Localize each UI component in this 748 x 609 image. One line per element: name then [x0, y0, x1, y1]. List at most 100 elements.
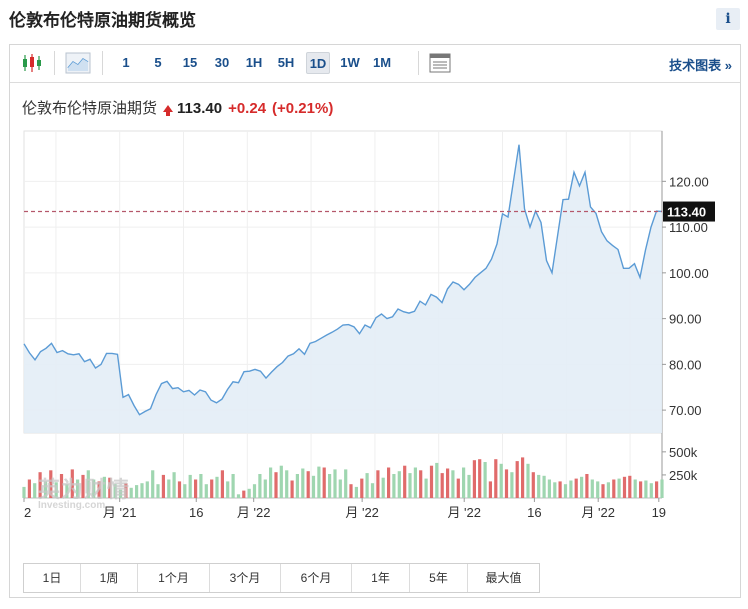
- volume-bar: [590, 479, 594, 498]
- timeframe-5h[interactable]: 5H: [277, 55, 295, 70]
- volume-bar: [49, 470, 53, 498]
- range-button-4[interactable]: 6个月: [281, 564, 352, 592]
- price-line: [23, 144, 663, 416]
- volume-bar: [354, 486, 358, 498]
- range-selector: 1日 1周 1个月 3个月 6个月 1年 5年 最大值: [23, 563, 540, 593]
- volume-bar: [285, 470, 289, 498]
- technical-chart-link[interactable]: 技术图表 »: [669, 58, 732, 73]
- last-price: 113.40: [177, 100, 223, 117]
- volume-bar: [585, 474, 589, 498]
- volume-bar: [456, 478, 460, 498]
- volume-bar: [483, 462, 487, 498]
- volume-bar: [226, 481, 230, 498]
- up-arrow-icon: [163, 105, 174, 116]
- volume-bar: [140, 483, 144, 498]
- volume-tick-label: 250k: [669, 468, 698, 483]
- volume-bar: [199, 474, 203, 498]
- timeframe-30[interactable]: 30: [214, 55, 230, 70]
- volume-bar: [660, 479, 664, 498]
- volume-bar: [580, 476, 584, 498]
- volume-bar: [370, 483, 375, 498]
- volume-bar: [606, 482, 610, 498]
- volume-bar: [403, 465, 407, 498]
- volume-bar: [639, 481, 643, 498]
- volume-bar: [349, 484, 353, 498]
- volume-bar: [263, 479, 267, 498]
- y-tick-label: 100.00: [669, 266, 709, 281]
- volume-bar: [628, 475, 632, 498]
- volume-bar: [151, 470, 155, 498]
- volume-bar: [440, 473, 444, 498]
- table-icon[interactable]: [428, 52, 452, 74]
- volume-bar: [655, 481, 659, 498]
- timeframe-15[interactable]: 15: [182, 55, 198, 70]
- range-button-6[interactable]: 5年: [410, 564, 468, 592]
- volume-bar: [92, 479, 96, 498]
- range-button-1[interactable]: 1周: [81, 564, 138, 592]
- area-chart-icon[interactable]: [65, 52, 91, 74]
- volume-bar: [145, 481, 149, 498]
- volume-bar: [521, 457, 525, 498]
- volume-bar: [360, 478, 364, 498]
- volume-bar: [269, 467, 273, 498]
- volume-bar: [70, 469, 74, 498]
- volume-bar: [451, 470, 455, 498]
- range-button-3[interactable]: 3个月: [210, 564, 281, 592]
- volume-bar: [236, 494, 241, 498]
- timeframe-1w[interactable]: 1W: [340, 55, 360, 70]
- range-button-2[interactable]: 1个月: [138, 564, 210, 592]
- volume-bar: [429, 465, 434, 498]
- y-tick-label: 70.00: [669, 403, 702, 418]
- info-button[interactable]: i: [716, 8, 740, 30]
- volume-bar: [113, 484, 117, 498]
- volume-bar: [172, 472, 176, 498]
- price-change-percent: (+0.21%): [272, 100, 334, 117]
- timeframe-1d[interactable]: 1D: [306, 52, 330, 74]
- volume-tick-label: 500k: [669, 445, 698, 460]
- volume-bar: [311, 475, 316, 498]
- volume-bar: [194, 479, 198, 498]
- volume-bar: [279, 465, 283, 498]
- volume-bar: [424, 478, 428, 498]
- volume-bar: [542, 475, 546, 498]
- volume-bar: [301, 468, 305, 498]
- volume-bar: [65, 484, 69, 498]
- volume-bar: [338, 479, 342, 498]
- volume-bar: [333, 469, 337, 498]
- volume-bar: [537, 474, 541, 498]
- volume-bar: [54, 482, 58, 498]
- volume-bar: [274, 472, 278, 498]
- range-button-5[interactable]: 1年: [352, 564, 410, 592]
- volume-bar: [446, 468, 450, 498]
- volume-bar: [563, 484, 568, 498]
- candlestick-icon[interactable]: [20, 52, 44, 74]
- volume-bar: [574, 478, 578, 498]
- x-tick-label: 19: [652, 505, 666, 520]
- volume-bar: [644, 480, 648, 498]
- volume-bar: [38, 472, 42, 498]
- range-button-7[interactable]: 最大值: [485, 571, 522, 585]
- timeframe-1[interactable]: 1: [122, 55, 130, 70]
- volume-bar: [108, 477, 112, 498]
- volume-bar: [553, 482, 557, 498]
- range-button-0[interactable]: 1日: [24, 564, 81, 592]
- volume-bar: [376, 470, 380, 498]
- volume-bar: [596, 481, 600, 498]
- volume-bar: [204, 484, 208, 498]
- timeframe-1m[interactable]: 1M: [372, 55, 392, 70]
- page-title: 伦敦布伦特原油期货概览: [9, 11, 196, 30]
- volume-bar: [569, 480, 573, 498]
- x-tick-label: 16: [527, 505, 541, 520]
- volume-bar: [27, 479, 31, 498]
- timeframe-5[interactable]: 5: [154, 55, 162, 70]
- volume-bar: [622, 476, 627, 498]
- volume-bar: [124, 483, 128, 498]
- volume-bar: [33, 483, 37, 498]
- volume-bar: [242, 490, 246, 498]
- timeframe-1h[interactable]: 1H: [245, 55, 263, 70]
- volume-bar: [247, 488, 251, 498]
- volume-bar: [135, 485, 139, 498]
- y-tick-label: 90.00: [669, 312, 702, 327]
- chart-toolbar: 1 5 15 30 1H 5H 1D 1W 1M 技术图表 »: [10, 45, 740, 83]
- volume-bar: [43, 481, 48, 498]
